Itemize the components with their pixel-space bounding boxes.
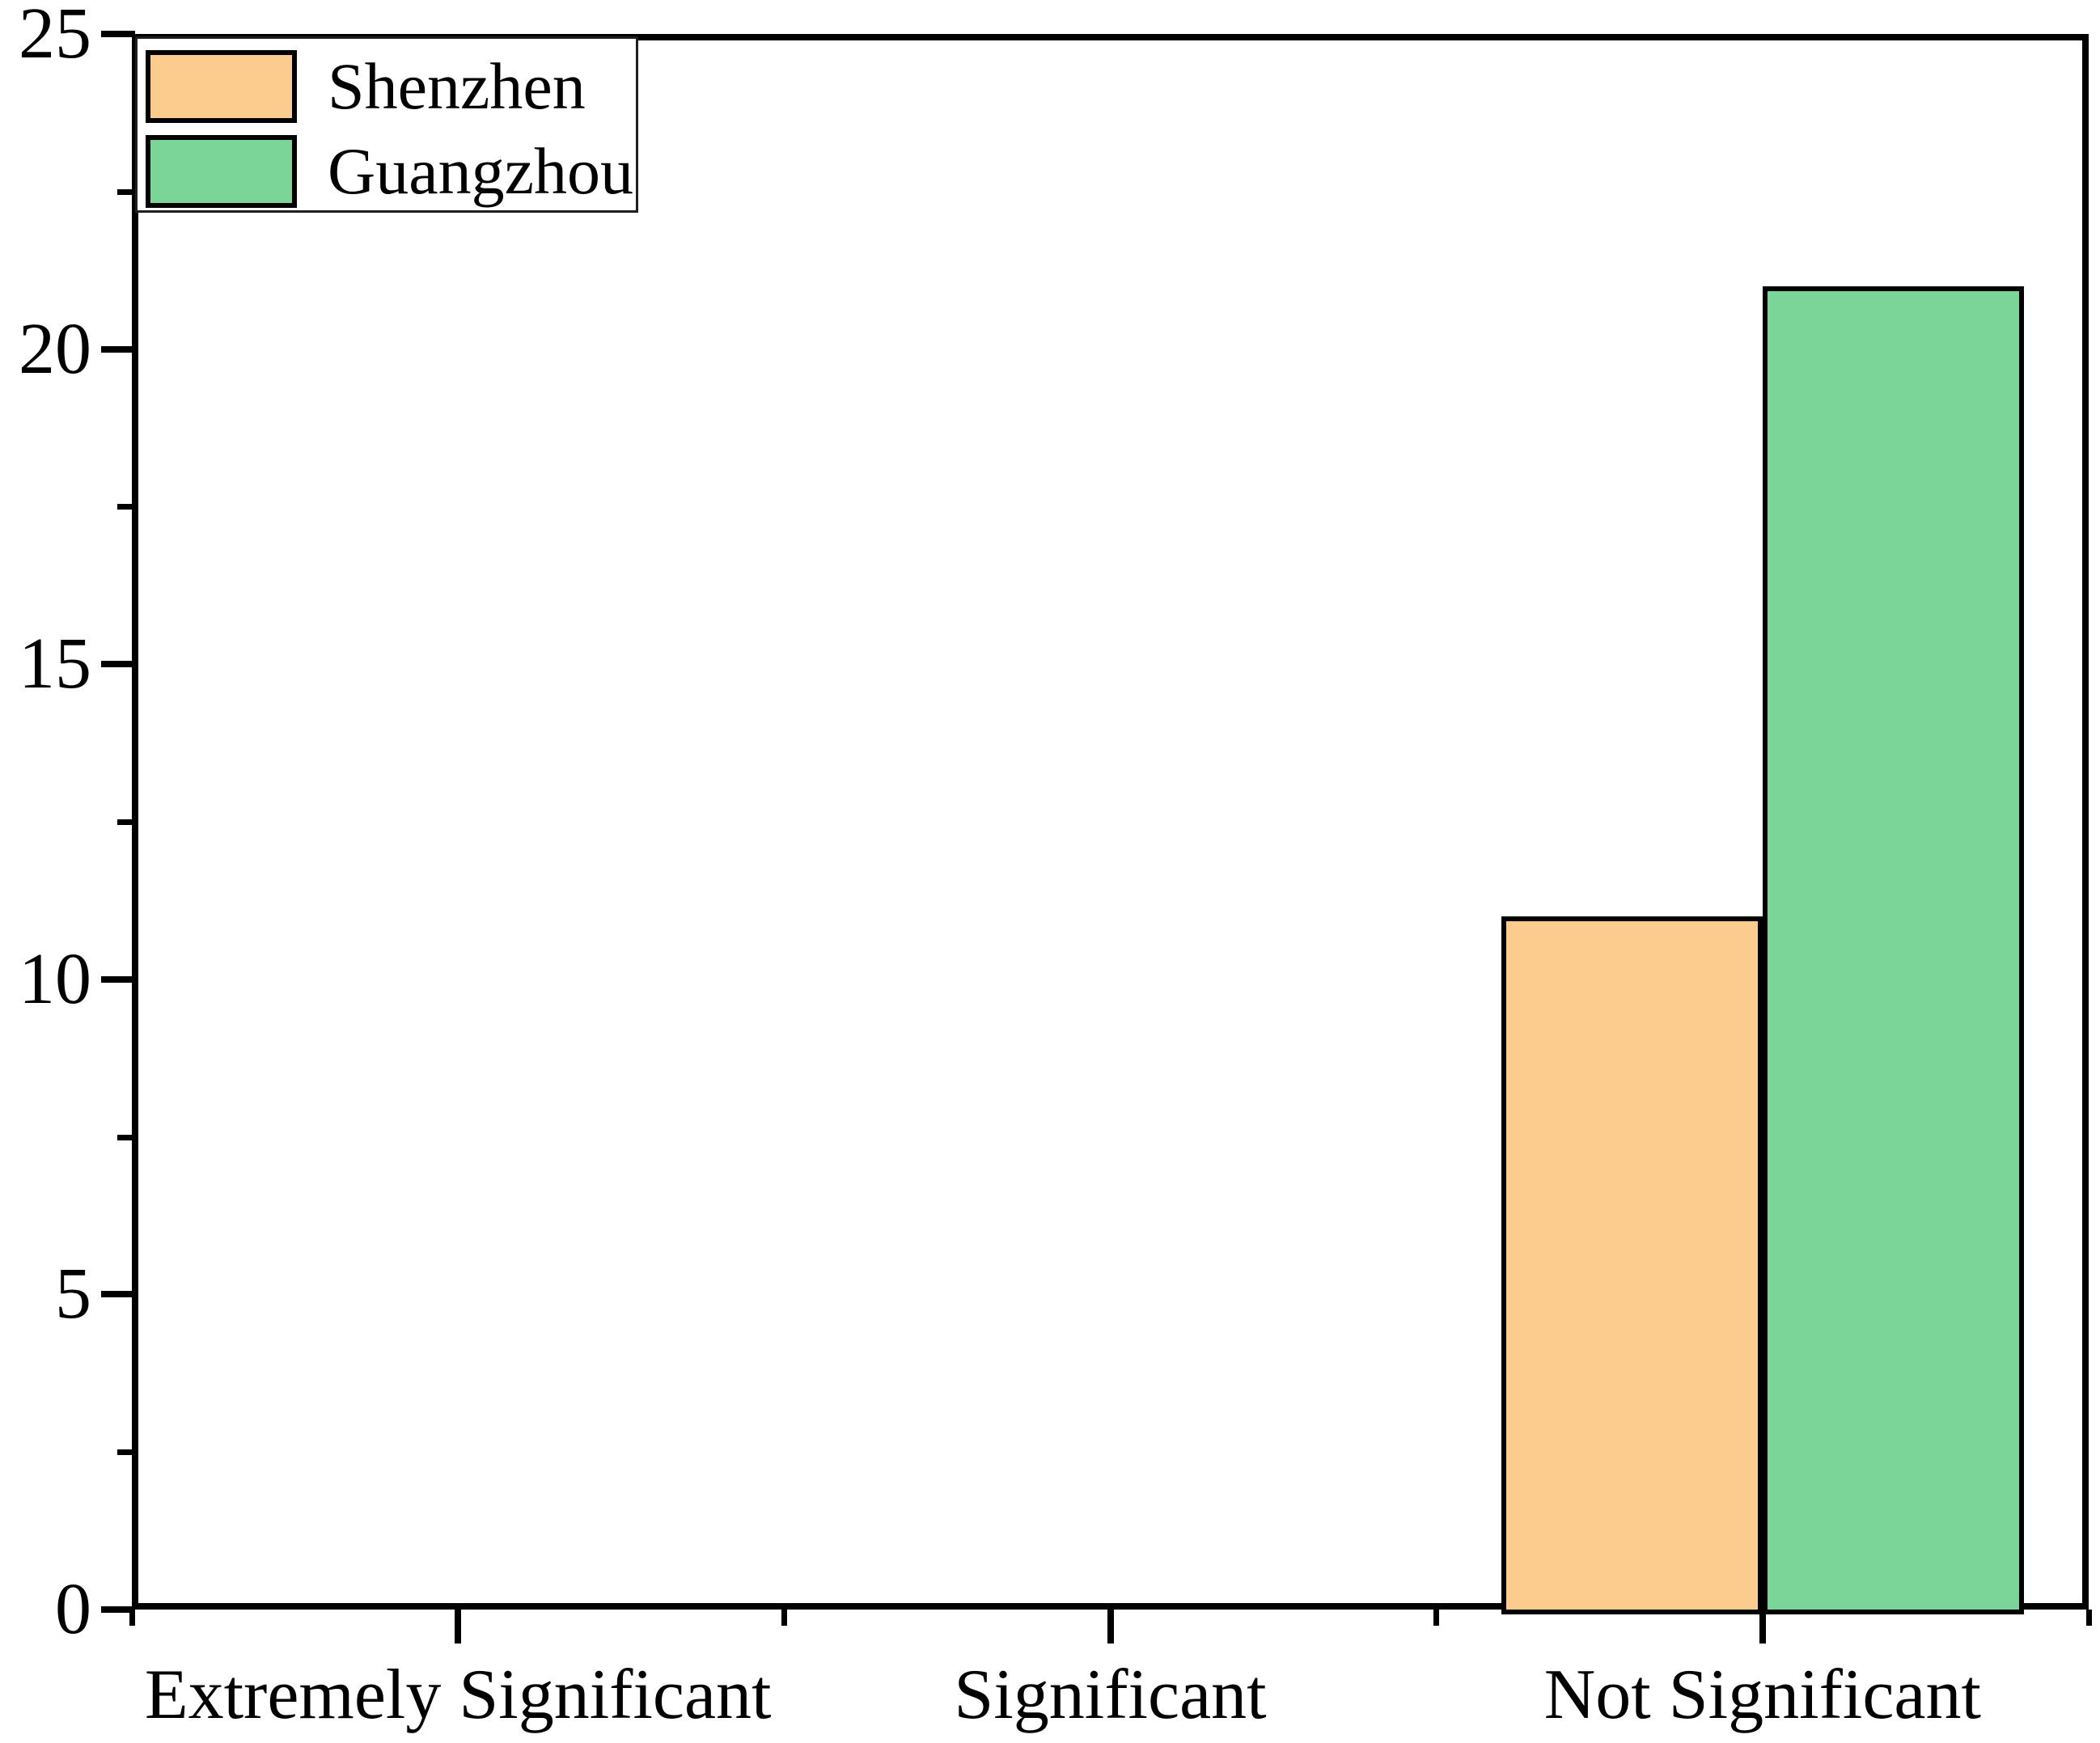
y-tick-label: 5 — [55, 1254, 91, 1335]
legend-label: Guangzhou — [328, 134, 634, 208]
x-category-label: Not Significant — [1543, 1656, 1981, 1734]
y-major-tick — [101, 661, 135, 668]
y-tick-label: 15 — [19, 624, 91, 704]
x-major-tick — [455, 1610, 462, 1644]
y-minor-tick — [117, 1134, 133, 1140]
y-minor-tick — [117, 188, 133, 195]
y-major-tick — [101, 345, 135, 353]
y-minor-tick — [117, 819, 133, 825]
x-minor-tick — [781, 1610, 787, 1626]
x-minor-tick — [2085, 1610, 2092, 1626]
bar-guangzhou-2 — [1762, 286, 2024, 1614]
y-major-tick — [101, 1291, 135, 1298]
y-tick-label: 20 — [19, 308, 91, 389]
y-tick-label: 0 — [55, 1569, 91, 1649]
x-major-tick — [1759, 1610, 1766, 1644]
bar-shenzhen-2 — [1501, 916, 1763, 1614]
y-tick-label: 10 — [19, 938, 91, 1019]
y-minor-tick — [117, 504, 133, 510]
legend-label: Shenzhen — [328, 49, 586, 123]
y-major-tick — [101, 975, 135, 983]
x-category-label: Significant — [954, 1656, 1267, 1734]
y-minor-tick — [117, 1449, 133, 1456]
legend: Shenzhen Guangzhou — [135, 36, 638, 213]
x-category-label: Extremely Significant — [144, 1656, 772, 1734]
y-major-tick — [101, 1606, 135, 1613]
legend-item-shenzhen: Shenzhen — [146, 49, 586, 124]
x-major-tick — [1107, 1610, 1114, 1644]
legend-swatch-shenzhen — [146, 50, 297, 123]
y-tick-label: 25 — [19, 0, 91, 74]
y-major-tick — [101, 31, 135, 37]
legend-swatch-guangzhou — [146, 135, 297, 208]
x-minor-tick — [129, 1610, 135, 1626]
x-minor-tick — [1433, 1610, 1440, 1626]
legend-item-guangzhou: Guangzhou — [146, 134, 633, 209]
